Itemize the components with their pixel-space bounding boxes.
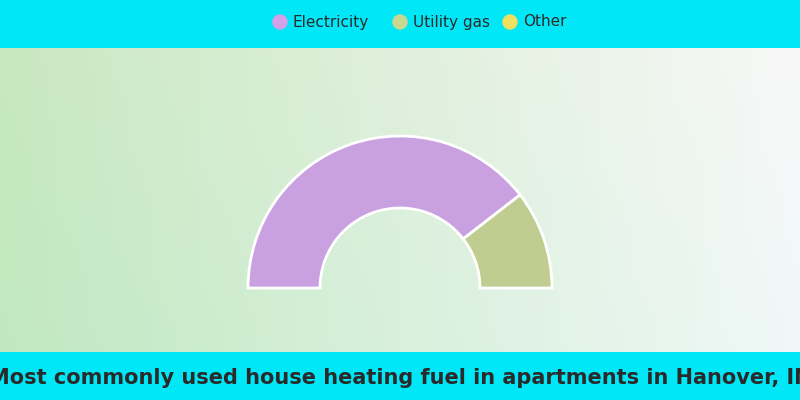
Text: Other: Other — [523, 14, 566, 30]
Text: Utility gas: Utility gas — [413, 14, 490, 30]
Text: Electricity: Electricity — [293, 14, 370, 30]
Circle shape — [503, 15, 517, 29]
Circle shape — [273, 15, 287, 29]
Circle shape — [393, 15, 407, 29]
Wedge shape — [463, 195, 552, 288]
Text: Most commonly used house heating fuel in apartments in Hanover, IN: Most commonly used house heating fuel in… — [0, 368, 800, 388]
Wedge shape — [248, 136, 520, 288]
